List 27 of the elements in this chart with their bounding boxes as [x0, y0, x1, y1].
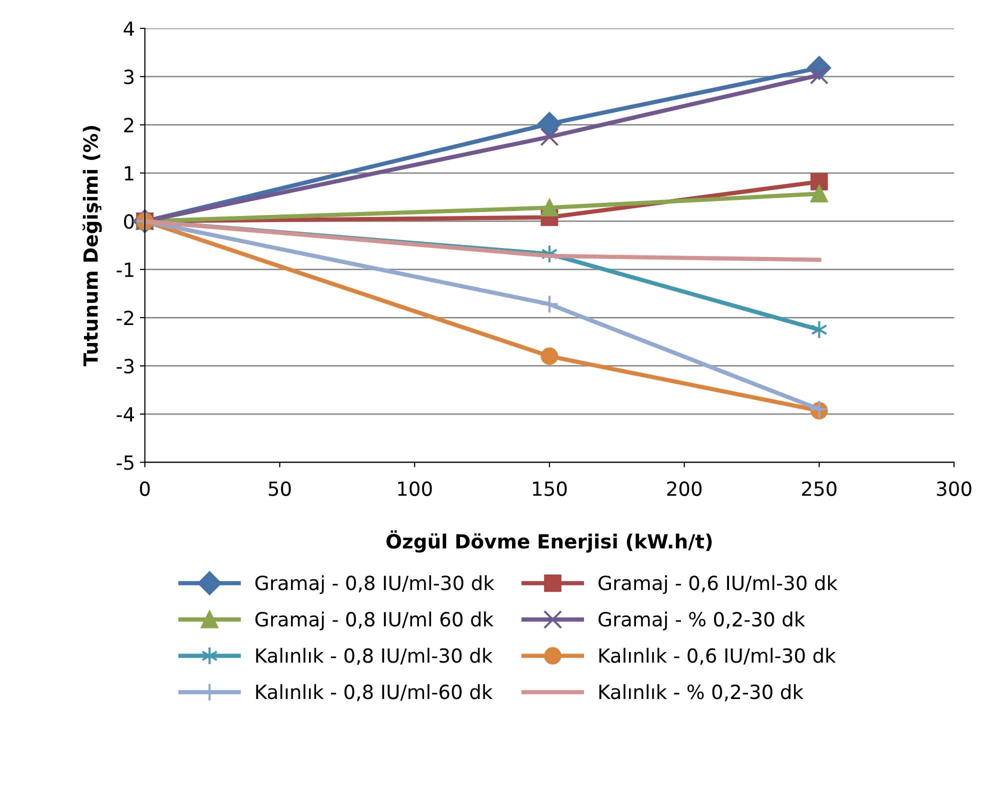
x-tick-label: 100	[398, 481, 432, 496]
y-tick-label: 4	[124, 22, 134, 36]
y-tick-label: -5	[116, 455, 134, 470]
legend-label: Gramaj - 0,8 IU/ml 60 dk	[255, 612, 494, 630]
x-axis-title: Özgül Dövme Enerjisi (kW.h/t)	[386, 530, 712, 553]
legend-label: Gramaj - % 0,2-30 dk	[598, 612, 806, 630]
x-tick-label: 250	[802, 481, 836, 496]
x-tick-label: 0	[140, 481, 150, 496]
y-tick-label: -2	[116, 310, 134, 326]
y-tick-label: 3	[124, 70, 134, 84]
x-tick-label: 200	[667, 481, 702, 496]
legend-label: Kalınlık - 0,6 IU/ml-30 dk	[599, 648, 836, 665]
y-tick-label: -1	[116, 262, 134, 277]
legend-label: Gramaj - 0,6 IU/ml-30 dk	[598, 575, 838, 594]
legend-label: Kalınlık - % 0,2-30 dk	[599, 684, 804, 702]
y-tick-label: 0	[124, 214, 134, 229]
legend-label: Kalınlık - 0,8 IU/ml-30 dk	[256, 648, 493, 665]
y-tick-label: -3	[116, 358, 134, 374]
y-tick-label: 1	[124, 166, 134, 180]
y-tick-label: 2	[124, 118, 134, 132]
y-axis-title: Tutunum Değişimi (%)	[82, 126, 102, 366]
legend-label: Gramaj - 0,8 IU/ml-30 dk	[255, 575, 494, 594]
y-tick-label: -4	[116, 407, 134, 422]
x-tick-label: 150	[533, 481, 567, 496]
x-tick-label: 300	[936, 481, 972, 496]
x-tick-label: 50	[268, 481, 291, 496]
legend-label: Kalınlık - 0,8 IU/ml-60 dk	[256, 684, 493, 702]
